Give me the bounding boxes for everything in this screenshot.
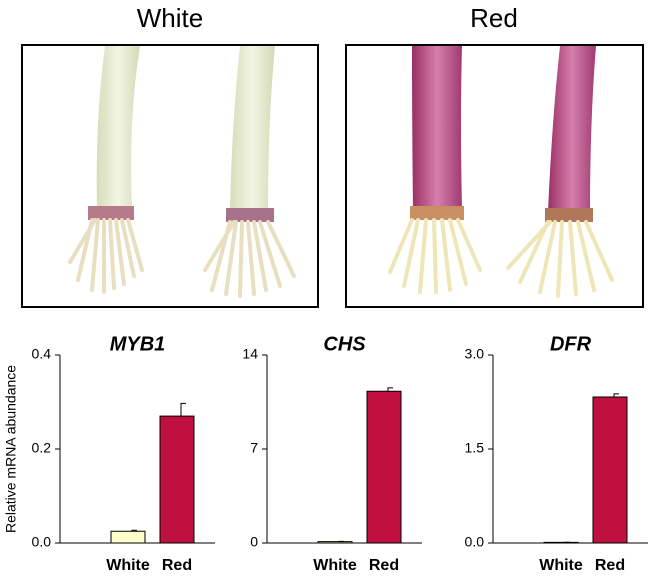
bar <box>110 530 146 544</box>
error-bar <box>387 387 393 392</box>
error-bar <box>180 402 186 417</box>
photo-label: White <box>137 3 203 33</box>
x-tick-label: White <box>313 557 357 574</box>
y-tick-label: 0.0 <box>465 534 485 550</box>
x-tick-label: Red <box>162 557 192 574</box>
chart-title: DFR <box>550 333 592 355</box>
bar <box>159 415 195 544</box>
bar <box>366 390 402 544</box>
y-tick-label: 0.2 <box>32 440 52 456</box>
x-tick-label: Red <box>369 557 399 574</box>
photo-red <box>345 44 644 308</box>
chart-title: MYB1 <box>110 333 166 355</box>
error-bar <box>131 529 137 532</box>
y-tick-label: 1.5 <box>465 440 485 456</box>
y-tick-label: 14 <box>242 346 258 362</box>
photo-label: Red <box>470 3 518 33</box>
x-tick-label: White <box>106 557 150 574</box>
bar <box>317 541 353 544</box>
y-tick-label: 7 <box>250 440 258 456</box>
bar <box>543 541 579 544</box>
error-bar <box>613 393 619 397</box>
y-tick-label: 0 <box>250 534 258 550</box>
y-tick-label: 0.4 <box>32 346 52 362</box>
x-tick-label: Red <box>595 557 625 574</box>
y-tick-label: 3.0 <box>465 346 485 362</box>
y-axis-label: Relative mRNA abundance <box>3 365 19 533</box>
bar <box>592 396 628 544</box>
chart-title: CHS <box>323 333 366 355</box>
y-tick-label: 0.0 <box>32 534 52 550</box>
x-tick-label: White <box>539 557 583 574</box>
photo-white <box>21 44 319 308</box>
